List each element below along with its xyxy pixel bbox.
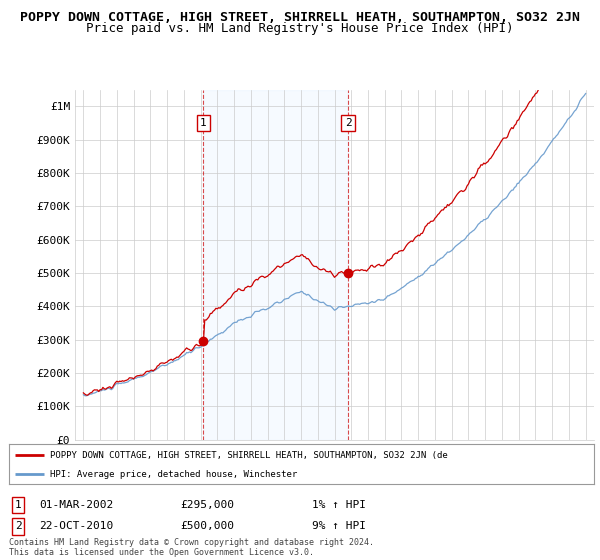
Text: 1% ↑ HPI: 1% ↑ HPI	[312, 500, 366, 510]
Text: Contains HM Land Registry data © Crown copyright and database right 2024.
This d: Contains HM Land Registry data © Crown c…	[9, 538, 374, 557]
Text: 9% ↑ HPI: 9% ↑ HPI	[312, 521, 366, 531]
Text: 22-OCT-2010: 22-OCT-2010	[39, 521, 113, 531]
Text: POPPY DOWN COTTAGE, HIGH STREET, SHIRRELL HEATH, SOUTHAMPTON, SO32 2JN: POPPY DOWN COTTAGE, HIGH STREET, SHIRREL…	[20, 11, 580, 24]
Bar	[203, 90, 348, 440]
Text: £500,000: £500,000	[180, 521, 234, 531]
Text: HPI: Average price, detached house, Winchester: HPI: Average price, detached house, Winc…	[50, 470, 297, 479]
Text: Price paid vs. HM Land Registry's House Price Index (HPI): Price paid vs. HM Land Registry's House …	[86, 22, 514, 35]
Text: POPPY DOWN COTTAGE, HIGH STREET, SHIRRELL HEATH, SOUTHAMPTON, SO32 2JN (de: POPPY DOWN COTTAGE, HIGH STREET, SHIRREL…	[50, 451, 448, 460]
Text: 1: 1	[200, 118, 207, 128]
Text: 01-MAR-2002: 01-MAR-2002	[39, 500, 113, 510]
Text: 1: 1	[14, 500, 22, 510]
Text: £295,000: £295,000	[180, 500, 234, 510]
Text: 2: 2	[344, 118, 352, 128]
Text: 2: 2	[14, 521, 22, 531]
